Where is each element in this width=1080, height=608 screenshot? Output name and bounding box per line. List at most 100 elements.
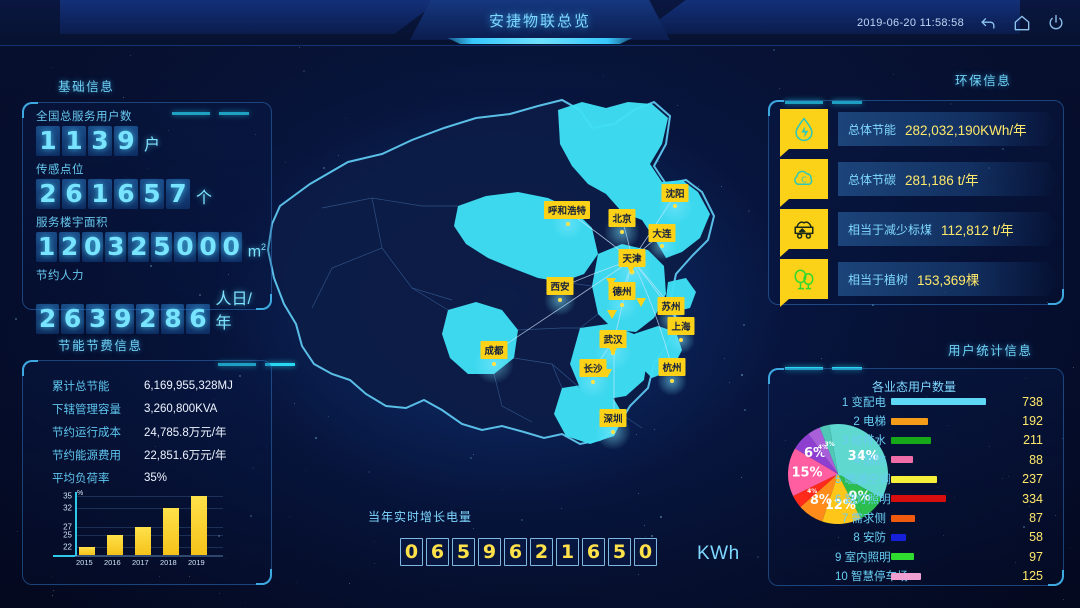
- map-city-label[interactable]: 长沙: [579, 359, 606, 377]
- user-stats-row[interactable]: 10 智慧停车场 125: [835, 567, 1065, 586]
- bar-chart-ytick: 27: [63, 523, 72, 532]
- environment-row-name: 相当于植树: [848, 271, 908, 288]
- map-city-label[interactable]: 沈阳: [661, 184, 688, 202]
- user-stats-bar: [891, 534, 906, 541]
- pie-slice-label: 3%: [825, 441, 835, 448]
- savings-list: 累计总节能 6,169,955,328MJ 下辖管理容量 3,260,800KV…: [52, 374, 272, 489]
- stat-digit: 5: [140, 179, 164, 209]
- stat-digit: 3: [86, 304, 109, 334]
- header-title-banner: 安捷物联总览: [410, 0, 670, 40]
- stat-digit: 0: [174, 232, 195, 262]
- bar-chart-yticks: 22 25 27 32 35: [45, 492, 72, 556]
- user-stats-value: 88: [1001, 453, 1043, 467]
- user-stats-bar: [891, 515, 915, 522]
- user-stats-row[interactable]: 8 安防 58: [835, 528, 1065, 547]
- co2-cloud-icon: C: [780, 159, 828, 199]
- stat-digit-row: 1139户: [36, 126, 266, 156]
- user-stats-row[interactable]: 9 室内照明 97: [835, 547, 1065, 566]
- pie-slice-label: 4%: [807, 488, 817, 495]
- bar-chart-bars: [79, 492, 225, 555]
- map-city-label[interactable]: 呼和浩特: [544, 201, 590, 219]
- realtime-counter: 0659621650: [400, 538, 657, 566]
- stat-digit-row: 1 2 0 3 2 5 0 0 0 m2: [36, 232, 266, 262]
- stat-digit: 0: [198, 232, 219, 262]
- map-city-label[interactable]: 深圳: [599, 409, 626, 427]
- map-city-label[interactable]: 苏州: [657, 297, 684, 315]
- environment-row-value: 281,186 t/年: [905, 169, 979, 189]
- user-stats-value: 334: [1001, 492, 1043, 506]
- counter-digit: 1: [556, 538, 579, 566]
- map-city-label[interactable]: 大连: [648, 224, 675, 242]
- map-city-label[interactable]: 上海: [667, 317, 694, 335]
- basic-info-title: 基础信息: [58, 76, 114, 95]
- user-stats-row[interactable]: 5 暖通空调 237: [835, 470, 1065, 489]
- user-stats-bar: [891, 573, 921, 580]
- stat-digit: 1: [36, 126, 60, 156]
- stat-digit: 2: [128, 232, 149, 262]
- user-stats-name: 5 暖通空调: [835, 471, 891, 487]
- stat-digit: 2: [136, 304, 159, 334]
- savings-key: 下辖管理容量: [52, 401, 144, 417]
- counter-digit: 5: [452, 538, 475, 566]
- environment-row: 总体节能 282,032,190KWh/年: [780, 108, 1060, 150]
- svg-text:C: C: [801, 176, 807, 185]
- user-stats-bar: [891, 437, 931, 444]
- map-city-label[interactable]: 杭州: [658, 358, 685, 376]
- user-stats-bar-cell: [891, 495, 1001, 502]
- user-stats-value: 738: [1001, 395, 1043, 409]
- savings-row: 节约能源费用 22,851.6万元/年: [52, 443, 272, 466]
- user-stats-name: 8 安防: [835, 529, 891, 545]
- user-stats-name: 3 给排水: [835, 432, 891, 448]
- bar-chart-xtick: 2018: [160, 558, 176, 567]
- stat-digit: 2: [59, 232, 80, 262]
- savings-row: 节约运行成本 24,785.8万元/年: [52, 420, 272, 443]
- savings-key: 平均负荷率: [52, 470, 144, 486]
- savings-key: 节约能源费用: [52, 447, 144, 463]
- bar-chart-xtick: 2015: [76, 558, 92, 567]
- back-icon[interactable]: [978, 13, 998, 33]
- environment-row: 相当于植树 153,369棵: [780, 258, 1060, 300]
- user-stats-title: 用户统计信息: [948, 340, 1033, 359]
- user-stats-name: 6 路灯照明: [835, 491, 891, 507]
- map-city-label[interactable]: 德州: [608, 282, 635, 300]
- stat-unit: m2: [248, 242, 266, 262]
- stat-digit: 6: [114, 179, 138, 209]
- stat-digit: 2: [36, 304, 59, 334]
- map-city-label[interactable]: 西安: [546, 277, 573, 295]
- power-icon[interactable]: [1046, 13, 1066, 33]
- map-city-label[interactable]: 成都: [480, 341, 507, 359]
- user-stats-row[interactable]: 2 电梯 192: [835, 411, 1065, 430]
- home-icon[interactable]: [1012, 13, 1032, 33]
- user-stats-value: 125: [1001, 569, 1043, 583]
- user-stats-value: 211: [1001, 433, 1043, 447]
- user-stats-legend: 1 变配电 738 2 电梯 192 3 给排水 211 4 消防: [835, 392, 1065, 586]
- page-title: 安捷物联总览: [489, 10, 591, 31]
- savings-row: 平均负荷率 35%: [52, 466, 272, 489]
- counter-digit: 5: [608, 538, 631, 566]
- map-city-label[interactable]: 武汉: [599, 330, 626, 348]
- map-city-label[interactable]: 北京: [608, 209, 635, 227]
- stat-digit: 6: [186, 304, 209, 334]
- app-header: 安捷物联总览 2019-06-20 11:58:58: [0, 0, 1080, 46]
- user-stats-row[interactable]: 4 消防 88: [835, 450, 1065, 469]
- map-city-label[interactable]: 天津: [618, 249, 645, 267]
- bar-chart-bar: [107, 535, 123, 555]
- user-stats-bar-cell: [891, 456, 1001, 463]
- user-stats-row[interactable]: 3 给排水 211: [835, 431, 1065, 450]
- environment-row-value: 153,369棵: [917, 269, 979, 289]
- user-stats-row[interactable]: 6 路灯照明 334: [835, 489, 1065, 508]
- stat-digit-row: 261657个: [36, 179, 266, 209]
- user-stats-bar-cell: [891, 573, 1001, 580]
- stat-digit: 2: [36, 179, 60, 209]
- environment-title: 环保信息: [955, 70, 1011, 89]
- stat-label: 全国总服务用户数: [36, 108, 266, 124]
- user-stats-row[interactable]: 1 变配电 738: [835, 392, 1065, 411]
- load-rate-bar-chart[interactable]: % 22 25 27 32 35 2015 2016 2017 2018 2019: [45, 492, 250, 572]
- datetime-display: 2019-06-20 11:58:58: [857, 17, 964, 29]
- china-map[interactable]: 沈阳呼和浩特 北京 大连 天津西安 德州苏州上海成都 武汉长沙 杭州深圳: [262, 88, 732, 468]
- savings-key: 节约运行成本: [52, 424, 144, 440]
- user-stats-bar: [891, 418, 928, 425]
- user-stats-row[interactable]: 7 需求侧 87: [835, 508, 1065, 527]
- stat-digit: 0: [82, 232, 103, 262]
- stat-digit: 1: [62, 126, 86, 156]
